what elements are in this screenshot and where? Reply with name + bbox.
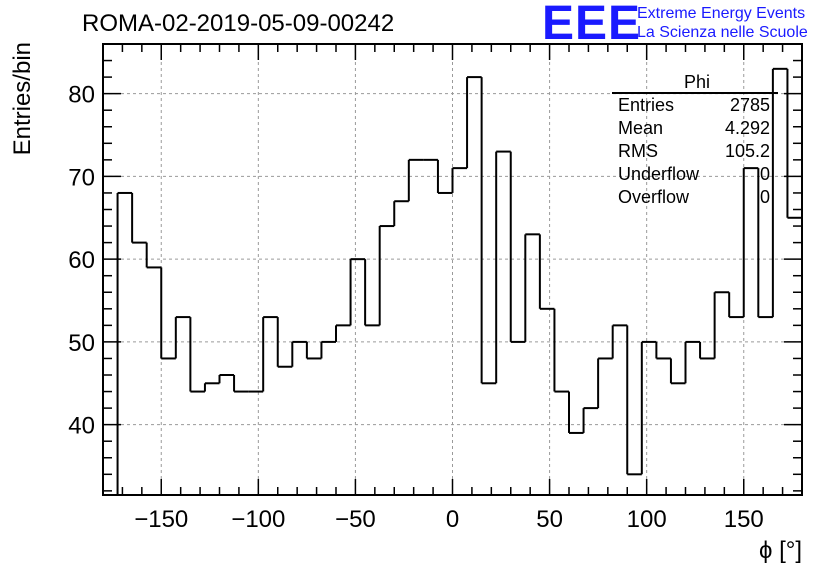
histogram-bin (145, 242, 162, 269)
histogram-bin (597, 357, 613, 409)
histogram-bin (262, 316, 278, 392)
histogram-bin (553, 308, 569, 393)
stats-row-rms: RMS 105.2 (612, 140, 778, 163)
histogram-bin (626, 325, 642, 476)
histogram-bin (611, 324, 628, 359)
histogram-bin (305, 341, 322, 360)
x-tick-label: 100 (627, 506, 667, 533)
x-tick-label: 50 (536, 506, 563, 533)
x-tick-label: −50 (335, 506, 376, 533)
histogram-bin (116, 191, 133, 495)
histogram-bin (320, 340, 336, 359)
histogram-bin (509, 151, 526, 343)
chart-title: ROMA-02-2019-05-09-00242 (82, 10, 395, 37)
stats-row-underflow: Underflow 0 (612, 163, 778, 186)
x-tick-label: 0 (446, 506, 459, 533)
stats-value: 105.2 (724, 141, 770, 161)
histogram-bin (393, 200, 409, 227)
stats-key: Entries (618, 95, 675, 115)
stats-key: RMS (618, 141, 658, 161)
histogram-bin (713, 291, 730, 359)
histogram-bin (742, 167, 759, 318)
y-tick-label: 80 (68, 82, 95, 109)
histogram-bin (451, 167, 468, 193)
histogram-bin (495, 150, 511, 384)
x-axis-label: ϕ [°] (759, 537, 802, 564)
y-tick-label: 40 (68, 413, 95, 440)
histogram-bin (291, 340, 307, 367)
stats-key: Overflow (618, 187, 690, 207)
histogram-bin (480, 77, 497, 385)
x-tick-label: −100 (231, 506, 285, 533)
stats-row-mean: Mean 4.292 (612, 117, 778, 140)
histogram-bin (364, 259, 380, 327)
stats-value: 0 (759, 164, 770, 184)
histogram-bin (757, 168, 773, 319)
x-tick-label: 150 (724, 506, 764, 533)
y-tick-labels: 40 50 60 70 80 (68, 82, 95, 440)
y-tick-label: 50 (68, 330, 95, 357)
logo-caption: Extreme Energy Events La Scienza nelle S… (637, 4, 808, 42)
histogram-bin (131, 192, 147, 244)
histogram-bin (640, 340, 657, 475)
histogram-bin (407, 158, 424, 202)
histogram-bin (335, 324, 351, 342)
histogram-bin (218, 374, 235, 384)
histogram-bin (276, 317, 293, 368)
histogram-bin (203, 382, 220, 392)
histogram-bin (174, 316, 191, 359)
histogram-bin (655, 341, 671, 360)
x-tick-labels: −150 −100 −50 0 50 100 150 (134, 506, 764, 533)
y-tick-label: 60 (68, 247, 95, 274)
histogram-bin (160, 267, 176, 360)
stats-box-title: Phi (612, 72, 778, 94)
histogram-bin (684, 340, 701, 384)
logo-caption-line2: La Scienza nelle Scuole (637, 24, 808, 41)
eee-logo: EEE (542, 0, 642, 50)
histogram-bin (568, 391, 584, 434)
stats-box: Phi Entries 2785 Mean 4.292 RMS 105.2 Un… (612, 72, 778, 209)
stats-key: Underflow (618, 164, 700, 184)
histogram-bin (436, 159, 453, 194)
histogram-bin (524, 233, 540, 342)
stats-row-entries: Entries 2785 (612, 94, 778, 117)
stats-value: 0 (759, 187, 770, 207)
histogram-bin (189, 317, 205, 393)
histogram-bin (771, 67, 788, 318)
logo-caption-line1: Extreme Energy Events (637, 5, 806, 22)
stats-key: Mean (618, 118, 664, 138)
x-tick-label: −150 (134, 506, 188, 533)
histogram-bin (233, 375, 249, 393)
histogram-bin (466, 76, 482, 169)
histogram-bin (582, 407, 599, 433)
histogram-bin (378, 225, 395, 326)
histogram-bin (669, 358, 686, 385)
stats-value: 2785 (729, 95, 770, 115)
histogram-bin (728, 292, 744, 319)
y-axis-label: Entries/bin (9, 42, 36, 155)
axes (102, 43, 803, 496)
histogram-bin (349, 258, 366, 326)
stats-value: 4.292 (724, 118, 770, 138)
histogram-bin (699, 341, 715, 360)
y-tick-label: 70 (68, 164, 95, 191)
stats-row-overflow: Overflow 0 (612, 186, 778, 209)
histogram-bin (538, 234, 555, 310)
